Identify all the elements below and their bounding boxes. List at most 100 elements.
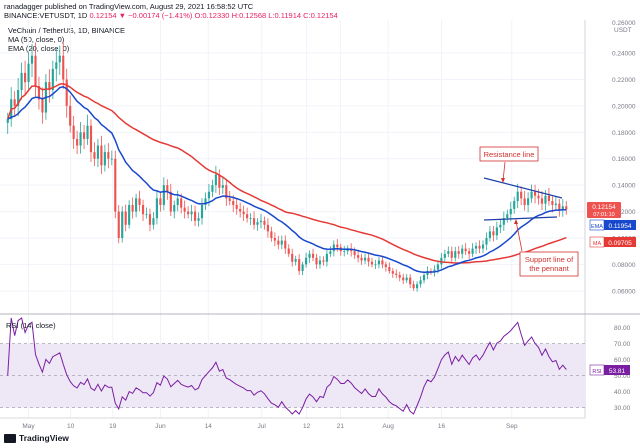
candle <box>551 201 554 205</box>
candle <box>332 244 335 252</box>
candle <box>103 152 106 166</box>
time-tick-label: May <box>22 423 35 430</box>
legend-main: VeChain / TetherUS, 1D, BINANCE <box>8 26 125 35</box>
candle <box>72 125 75 139</box>
candle <box>478 245 481 249</box>
candle <box>530 191 533 199</box>
candle <box>145 214 148 216</box>
candle <box>513 201 516 209</box>
price-tick-label: 0.18000 <box>612 130 636 137</box>
candle <box>301 264 304 272</box>
symbol-pair: BINANCE:VETUSDT, 1D <box>4 11 88 20</box>
candle <box>107 152 110 159</box>
time-tick-label: Jul <box>258 423 267 430</box>
candle <box>17 90 20 106</box>
candle <box>207 191 211 199</box>
candle <box>294 259 297 262</box>
candle <box>353 251 356 256</box>
support-label-2: the pennant <box>529 264 570 273</box>
candle <box>62 55 65 80</box>
price-tick-label: 0.12000 <box>612 209 636 216</box>
candle <box>343 251 346 252</box>
candle <box>544 195 547 204</box>
candle <box>204 198 207 205</box>
ma-tag-label: MA <box>593 241 602 247</box>
support-arrow <box>515 220 523 252</box>
candle <box>308 253 311 258</box>
price-tick-label: 0.22000 <box>612 77 636 84</box>
support-label-1: Support line of <box>525 255 574 264</box>
candle <box>492 231 495 236</box>
candle <box>211 185 214 192</box>
candle <box>176 198 179 205</box>
candle <box>298 259 301 272</box>
candle <box>336 244 339 248</box>
candle <box>381 260 384 265</box>
support-label-box <box>519 251 579 277</box>
candle <box>148 214 152 225</box>
candle <box>277 240 280 245</box>
candle <box>485 237 488 245</box>
candle <box>426 271 429 275</box>
resistance-label: Resistance line <box>484 150 535 159</box>
symbol-ohlc: BINANCE:VETUSDT, 1D 0.12154 ▼ −0.00174 (… <box>4 11 338 20</box>
candle <box>447 251 450 254</box>
candle <box>561 206 564 211</box>
candle <box>454 251 457 258</box>
candle <box>27 63 30 83</box>
candle <box>402 277 405 281</box>
rsi-tick-label: 70.00 <box>614 341 631 348</box>
candle <box>436 264 439 270</box>
candle <box>547 195 550 202</box>
candle <box>502 218 505 225</box>
rsi-tick-label: 60.00 <box>614 357 631 364</box>
candle <box>128 204 131 225</box>
candle <box>322 260 325 262</box>
candle <box>481 244 485 249</box>
candle <box>287 248 290 254</box>
candle <box>499 224 502 228</box>
candle <box>377 260 381 265</box>
candle <box>252 218 256 225</box>
price-tick-label: 0.08000 <box>612 262 636 269</box>
candle <box>256 222 259 225</box>
candle <box>55 62 58 69</box>
time-tick-label: Aug <box>382 423 394 430</box>
time-tick-label: 14 <box>205 423 213 430</box>
ma-badge <box>604 237 636 247</box>
price-tick-label: 0.16000 <box>612 156 636 163</box>
candle <box>464 248 467 252</box>
candle <box>6 119 9 123</box>
candle <box>506 214 509 219</box>
candle <box>266 224 269 232</box>
candle <box>190 211 193 215</box>
rsi-badge <box>604 365 630 375</box>
candle <box>232 201 235 205</box>
candle <box>443 253 446 258</box>
candle <box>41 99 44 113</box>
candle <box>166 185 169 192</box>
candle <box>280 240 283 245</box>
top-price-tick: 0.26000 <box>612 20 636 27</box>
publish-info: ranadagger published on TradingView.com,… <box>4 2 254 11</box>
candle <box>554 203 557 205</box>
candle <box>419 280 422 285</box>
time-tick-label: Sep <box>506 423 518 430</box>
price-axis-ticks: 0.24000 0.22000 0.20000 0.18000 0.16000 0.140… <box>612 51 636 296</box>
candle <box>173 204 176 212</box>
candle <box>246 214 249 219</box>
candle <box>65 79 68 106</box>
candle <box>468 251 471 254</box>
candle <box>395 273 398 275</box>
candle <box>370 261 374 265</box>
candle <box>20 72 23 91</box>
chart-header: ranadagger published on TradingView.com,… <box>0 0 580 53</box>
tradingview-logo[interactable]: TradingView <box>4 433 69 443</box>
price-badge-value: 0.12154 <box>592 204 616 211</box>
candle <box>159 198 162 205</box>
candle <box>409 277 412 285</box>
candle <box>388 267 391 272</box>
ema-badge <box>604 220 636 230</box>
candle <box>259 220 263 223</box>
